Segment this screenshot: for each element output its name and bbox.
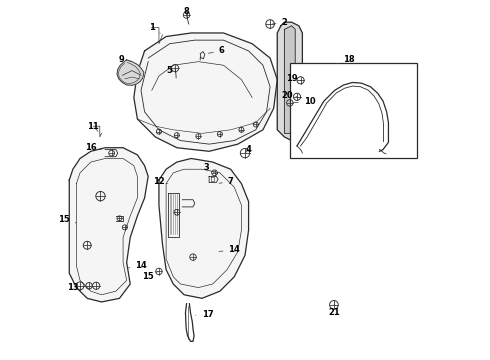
Text: 8: 8 [184, 7, 190, 16]
Polygon shape [159, 158, 248, 298]
Text: 14: 14 [219, 246, 240, 255]
Polygon shape [117, 60, 144, 85]
Text: 12: 12 [153, 177, 168, 186]
Text: 21: 21 [328, 305, 340, 317]
Text: 14: 14 [128, 261, 147, 270]
Text: 10: 10 [293, 97, 316, 106]
Text: 20: 20 [281, 91, 297, 100]
Text: 19: 19 [286, 75, 300, 84]
Text: 15: 15 [58, 215, 76, 224]
Polygon shape [69, 148, 148, 302]
Polygon shape [277, 22, 302, 140]
Bar [290, 63, 417, 158]
Text: 2: 2 [273, 18, 287, 27]
Polygon shape [285, 26, 295, 134]
Text: 6: 6 [208, 46, 224, 55]
Text: 3: 3 [204, 163, 215, 173]
Text: 4: 4 [245, 145, 251, 154]
Text: 13: 13 [67, 283, 86, 292]
Text: 5: 5 [167, 66, 172, 75]
Text: 15: 15 [142, 271, 158, 280]
Text: 16: 16 [85, 143, 101, 152]
Polygon shape [134, 33, 277, 151]
Text: 11: 11 [87, 122, 99, 131]
Text: 9: 9 [119, 55, 131, 64]
Text: 1: 1 [149, 23, 160, 33]
Text: 18: 18 [337, 55, 355, 64]
Text: 17: 17 [196, 310, 213, 319]
Text: 7: 7 [219, 177, 234, 186]
